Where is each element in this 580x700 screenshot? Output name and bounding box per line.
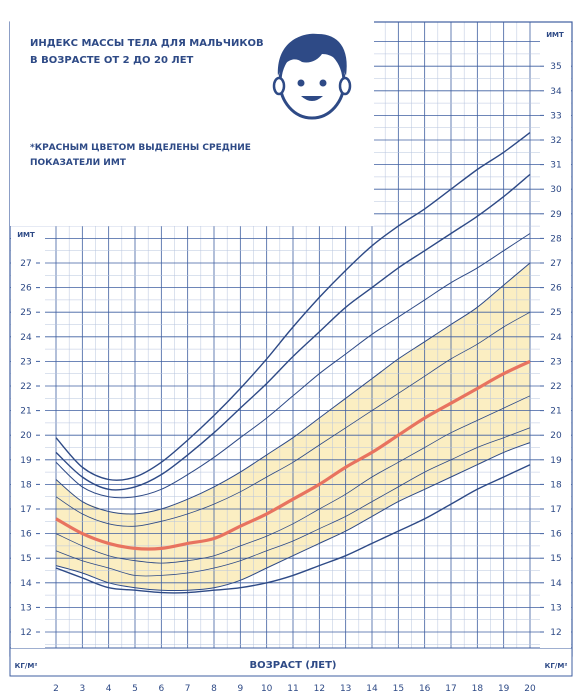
y-tick-label-right: 19 bbox=[550, 456, 562, 466]
y-axis-label-right: ИМТ bbox=[546, 31, 564, 39]
legend-note-line2: ПОКАЗАТЕЛИ ИМТ bbox=[30, 158, 127, 168]
curve-p10 bbox=[55, 427, 531, 577]
y-tick-label-left: 23 bbox=[20, 357, 31, 367]
y-tick-label-left: 22 bbox=[20, 382, 31, 392]
x-axis-label: ВОЗРАСТ (ЛЕТ) bbox=[249, 660, 336, 671]
left-tick-column bbox=[11, 228, 45, 648]
y-tick-label-left: 26 bbox=[20, 284, 32, 294]
curve-p50 bbox=[55, 359, 531, 551]
axis-text-layer: ИМТ ИМТ КГ/М² КГ/М² ВОЗРАСТ (ЛЕТ) bbox=[15, 31, 568, 671]
y-tick-label-left: 15 bbox=[20, 554, 31, 564]
x-tick-label: 17 bbox=[445, 684, 456, 694]
y-tick-label-right: 17 bbox=[550, 505, 561, 515]
y-tick-label-left: 27 bbox=[20, 259, 31, 269]
x-axis-strip bbox=[9, 647, 573, 677]
x-tick-label: 14 bbox=[366, 684, 378, 694]
curve-p25 bbox=[55, 395, 531, 564]
curve-p95 bbox=[55, 173, 531, 491]
curve-p5 bbox=[55, 442, 531, 591]
y-tick-label-left: 17 bbox=[20, 505, 31, 515]
y-tick-label-left: 24 bbox=[20, 333, 32, 343]
y-tick-label-left: 18 bbox=[20, 480, 32, 490]
x-tick-label: 12 bbox=[314, 684, 325, 694]
y-tick-label-right: 15 bbox=[550, 554, 561, 564]
header-panel: ИНДЕКС МАССЫ ТЕЛА ДЛЯ МАЛЬЧИКОВ В ВОЗРАС… bbox=[10, 8, 374, 226]
x-tick-label: 16 bbox=[419, 684, 431, 694]
y-tick-label-right: 28 bbox=[550, 234, 562, 244]
y-tick-label-right: 32 bbox=[550, 136, 561, 146]
y-tick-label-right: 26 bbox=[550, 284, 562, 294]
y-tick-label-left: 21 bbox=[20, 407, 31, 417]
y-tick-label-right: 27 bbox=[550, 259, 561, 269]
y-tick-label-right: 13 bbox=[550, 603, 561, 613]
unit-label-left: КГ/М² bbox=[15, 662, 38, 670]
y-tick-label-right: 31 bbox=[550, 161, 561, 171]
y-tick-label-right: 20 bbox=[550, 431, 562, 441]
y-tick-label-right: 24 bbox=[550, 333, 562, 343]
y-tick-label-right: 34 bbox=[550, 87, 562, 97]
chart-title-line1: ИНДЕКС МАССЫ ТЕЛА ДЛЯ МАЛЬЧИКОВ bbox=[30, 38, 264, 49]
y-tick-label-right: 25 bbox=[550, 308, 561, 318]
y-tick-label-left: 20 bbox=[20, 431, 32, 441]
x-tick-label: 3 bbox=[79, 684, 85, 694]
x-tick-label: 9 bbox=[237, 684, 243, 694]
curve-p97 bbox=[55, 132, 531, 481]
x-tick-label: 13 bbox=[340, 684, 351, 694]
y-tick-label-left: 19 bbox=[20, 456, 32, 466]
x-tick-label: 8 bbox=[211, 684, 217, 694]
x-tick-label: 19 bbox=[498, 684, 510, 694]
curve-p75 bbox=[55, 311, 531, 527]
x-tick-label: 7 bbox=[185, 684, 191, 694]
y-tick-label-right: 22 bbox=[550, 382, 561, 392]
unit-label-right: КГ/М² bbox=[545, 662, 568, 670]
x-tick-label: 15 bbox=[393, 684, 404, 694]
x-tick-label: 11 bbox=[287, 684, 298, 694]
x-tick-label: 18 bbox=[472, 684, 484, 694]
y-tick-label-right: 29 bbox=[550, 210, 562, 220]
x-tick-label: 5 bbox=[132, 684, 138, 694]
y-tick-label-right: 14 bbox=[550, 579, 562, 589]
chart-title-line2: В ВОЗРАСТЕ ОТ 2 ДО 20 ЛЕТ bbox=[30, 55, 194, 66]
y-axis-label-left: ИМТ bbox=[17, 231, 35, 239]
y-tick-label-left: 14 bbox=[20, 579, 32, 589]
x-tick-label: 10 bbox=[261, 684, 273, 694]
y-tick-label-right: 16 bbox=[550, 530, 562, 540]
x-tick-label: 6 bbox=[158, 684, 164, 694]
y-tick-label-right: 12 bbox=[550, 628, 561, 638]
boy-face-icon bbox=[272, 33, 352, 120]
y-tick-label-right: 21 bbox=[550, 407, 561, 417]
legend-note-line1: *КРАСНЫМ ЦВЕТОМ ВЫДЕЛЕНЫ СРЕДНИЕ bbox=[30, 143, 251, 153]
tick-labels-layer: 1213141516171819202122232425262712131415… bbox=[11, 23, 571, 694]
curves-layer bbox=[55, 132, 531, 594]
y-tick-label-right: 35 bbox=[550, 62, 561, 72]
y-tick-label-left: 16 bbox=[20, 530, 32, 540]
curve-p85 bbox=[55, 262, 531, 515]
x-tick-label: 2 bbox=[53, 684, 59, 694]
y-tick-label-left: 12 bbox=[20, 628, 31, 638]
x-tick-label: 20 bbox=[524, 684, 536, 694]
y-tick-label-right: 23 bbox=[550, 357, 561, 367]
right-tick-column bbox=[540, 23, 571, 648]
curve-p90 bbox=[55, 233, 531, 499]
y-tick-label-right: 33 bbox=[550, 111, 561, 121]
curve-p3 bbox=[55, 464, 531, 594]
y-tick-label-right: 18 bbox=[550, 480, 562, 490]
y-tick-label-left: 25 bbox=[20, 308, 31, 318]
x-tick-label: 4 bbox=[106, 684, 112, 694]
y-tick-label-left: 13 bbox=[20, 603, 31, 613]
y-tick-label-right: 30 bbox=[550, 185, 562, 195]
